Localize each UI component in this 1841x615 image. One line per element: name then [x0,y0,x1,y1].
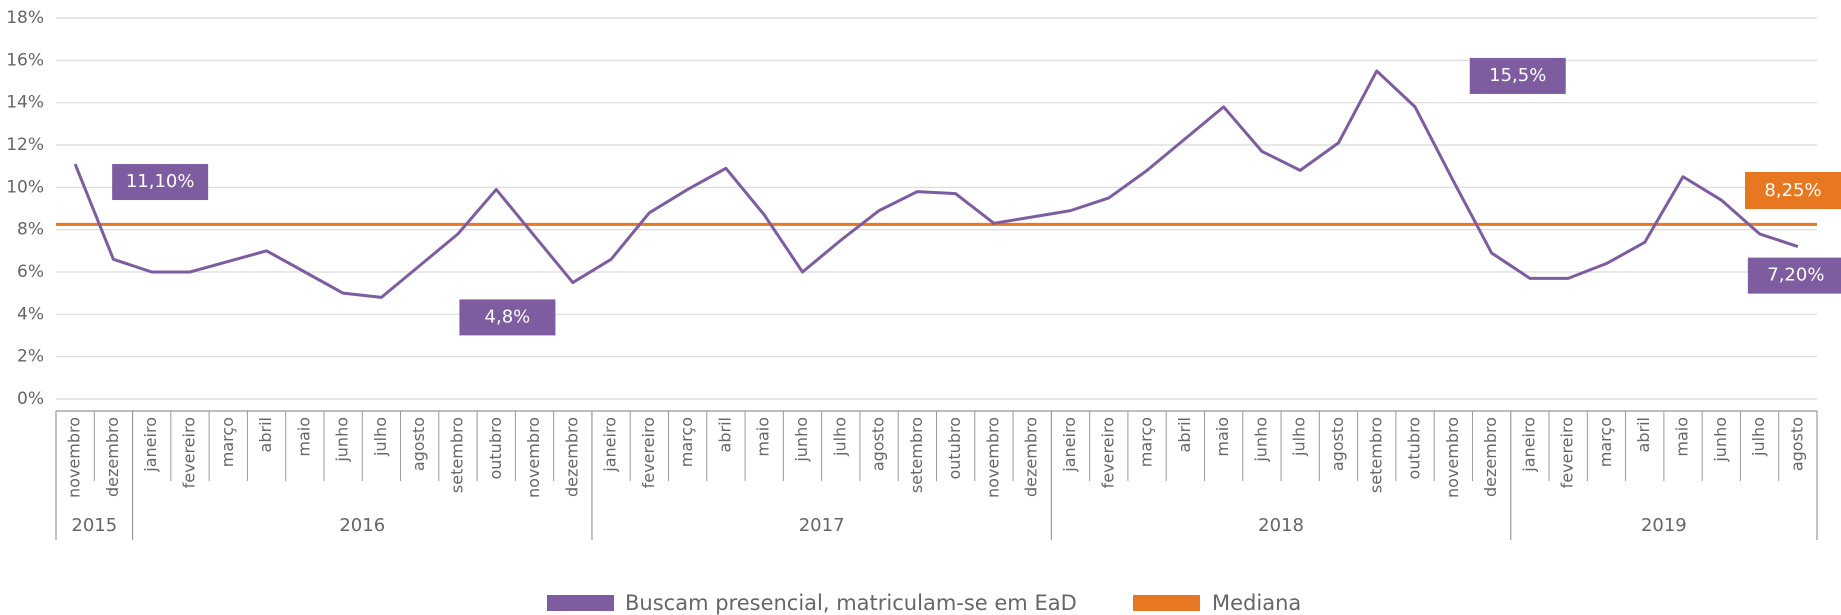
x-tick-label: agosto [1787,417,1806,471]
value-label: 15,5% [1489,65,1546,86]
y-tick-label: 6% [17,262,44,282]
value-label-box [459,299,556,336]
x-tick-label: março [677,417,696,467]
x-tick-label: julho [371,417,390,457]
x-tick-label: setembro [907,417,926,493]
x-tick-label: agosto [1328,417,1347,471]
y-tick-label: 2% [17,347,44,367]
x-tick-label: outubro [486,417,505,480]
value-label: 7,20% [1767,265,1824,286]
y-tick-label: 18% [6,8,44,28]
x-tick-label: fevereiro [639,417,658,488]
x-tick-label: julho [1749,417,1768,457]
year-label: 2016 [339,515,385,536]
median-label-box [1745,172,1841,209]
x-tick-label: dezembro [1022,417,1041,497]
y-tick-label: 16% [6,50,44,70]
value-label: 11,10% [126,171,195,192]
x-tick-label: outubro [945,417,964,480]
x-tick-label: janeiro [1519,417,1538,473]
x-tick-label: abril [715,417,734,452]
x-tick-label: outubro [1405,417,1424,480]
year-label: 2015 [71,515,117,536]
x-tick-label: maio [294,417,313,457]
x-tick-label: julho [1290,417,1309,457]
x-tick-label: março [218,417,237,467]
x-tick-label: junho [792,417,811,463]
x-tick-label: fevereiro [1558,417,1577,488]
x-tick-label: março [1596,417,1615,467]
x-tick-label: setembro [447,417,466,493]
y-tick-label: 14% [6,93,44,113]
x-tick-label: fevereiro [179,417,198,488]
legend-swatch [1133,595,1200,611]
x-tick-label: maio [754,417,773,457]
x-tick-label: julho [830,417,849,457]
x-tick-label: agosto [409,417,428,471]
x-tick-label: janeiro [1060,417,1079,473]
x-tick-label: novembro [983,417,1002,498]
y-tick-label: 8% [17,220,44,240]
x-tick-label: dezembro [103,417,122,497]
x-tick-label: novembro [65,417,84,498]
year-label: 2019 [1641,515,1687,536]
x-tick-label: abril [1175,417,1194,452]
legend-label: Buscam presencial, matriculam-se em EaD [625,591,1077,615]
y-tick-label: 10% [6,177,44,197]
year-label: 2017 [799,515,845,536]
x-tick-label: novembro [1443,417,1462,498]
x-tick-label: novembro [524,417,543,498]
x-tick-label: abril [256,417,275,452]
x-tick-label: maio [1673,417,1692,457]
x-tick-label: maio [1213,417,1232,457]
x-tick-label: abril [1634,417,1653,452]
value-label: 4,8% [485,306,531,327]
x-tick-label: fevereiro [1098,417,1117,488]
x-tick-label: dezembro [562,417,581,497]
y-tick-label: 4% [17,304,44,324]
value-label-box [1747,257,1841,294]
x-tick-label: junho [1711,417,1730,463]
legend-swatch [547,595,614,611]
y-tick-label: 12% [6,135,44,155]
series-line [73,69,1799,299]
x-tick-label: agosto [869,417,888,471]
legend-label: Mediana [1212,591,1301,615]
value-label-box [112,164,209,201]
median-label: 8,25% [1764,180,1821,201]
x-tick-label: junho [333,417,352,463]
value-label-box [1469,57,1566,94]
x-tick-label: janeiro [601,417,620,473]
year-label: 2018 [1258,515,1304,536]
x-tick-label: janeiro [141,417,160,473]
x-tick-label: março [1137,417,1156,467]
x-tick-label: setembro [1366,417,1385,493]
y-tick-label: 0% [17,389,44,409]
x-tick-label: dezembro [1481,417,1500,497]
x-tick-label: junho [1251,417,1270,463]
